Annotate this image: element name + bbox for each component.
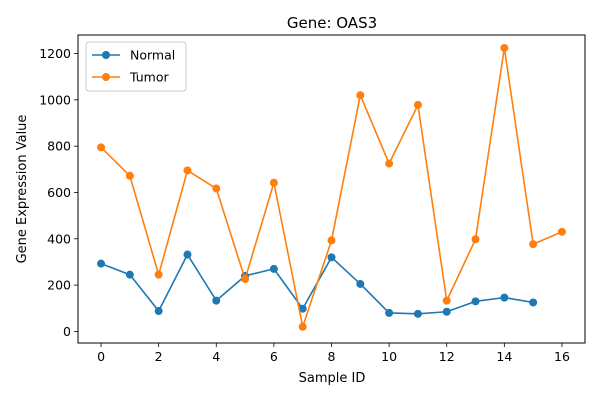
data-point-normal [442,307,451,316]
data-point-normal [500,293,509,302]
data-point-tumor [413,100,422,109]
legend-marker-normal [102,51,110,59]
data-point-normal [529,298,538,307]
x-tick-label: 10 [381,349,397,364]
data-point-tumor [241,275,250,284]
data-point-tumor [529,240,538,249]
data-point-normal [97,259,106,268]
data-point-tumor [125,171,134,180]
data-point-tumor [154,270,163,279]
x-tick-label: 12 [439,349,455,364]
data-point-normal [183,250,192,259]
data-point-normal [356,279,365,288]
data-point-tumor [442,296,451,305]
data-point-normal [154,307,163,316]
legend: Normal Tumor [85,41,187,92]
data-point-tumor [557,227,566,236]
legend-marker-tumor [102,73,110,81]
y-tick-label: 1000 [39,92,71,107]
x-tick-label: 6 [270,349,278,364]
data-point-normal [471,297,480,306]
data-point-normal [413,309,422,318]
series-tumor [97,43,566,331]
x-tick-label: 4 [212,349,220,364]
x-tick-label: 16 [554,349,570,364]
data-point-tumor [385,159,394,168]
data-point-normal [125,270,134,279]
x-tick-label: 14 [496,349,512,364]
data-point-tumor [356,91,365,100]
x-tick-label: 0 [97,349,105,364]
x-axis-label: Sample ID [299,371,366,386]
y-tick-label: 200 [47,278,71,293]
data-point-tumor [212,184,221,193]
data-point-tumor [269,178,278,187]
data-point-tumor [327,236,336,245]
data-point-tumor [97,143,106,152]
legend-label-normal: Normal [130,48,175,63]
data-point-normal [385,308,394,317]
x-tick-label: 2 [155,349,163,364]
data-point-tumor [500,43,509,52]
data-point-normal [212,296,221,305]
y-tick-label: 600 [47,185,71,200]
data-point-normal [269,264,278,273]
data-point-tumor [298,322,307,331]
y-tick-label: 400 [47,231,71,246]
data-point-normal [298,304,307,313]
data-point-tumor [183,166,192,175]
y-tick-label: 800 [47,139,71,154]
legend-label-tumor: Tumor [129,70,169,85]
y-tick-label: 1200 [39,46,71,61]
y-tick-label: 0 [63,324,71,339]
data-point-tumor [471,235,480,244]
x-tick-label: 8 [328,349,336,364]
data-point-normal [327,253,336,262]
chart-title: Gene: OAS3 [287,14,377,32]
y-axis-label: Gene Expression Value [15,115,30,264]
